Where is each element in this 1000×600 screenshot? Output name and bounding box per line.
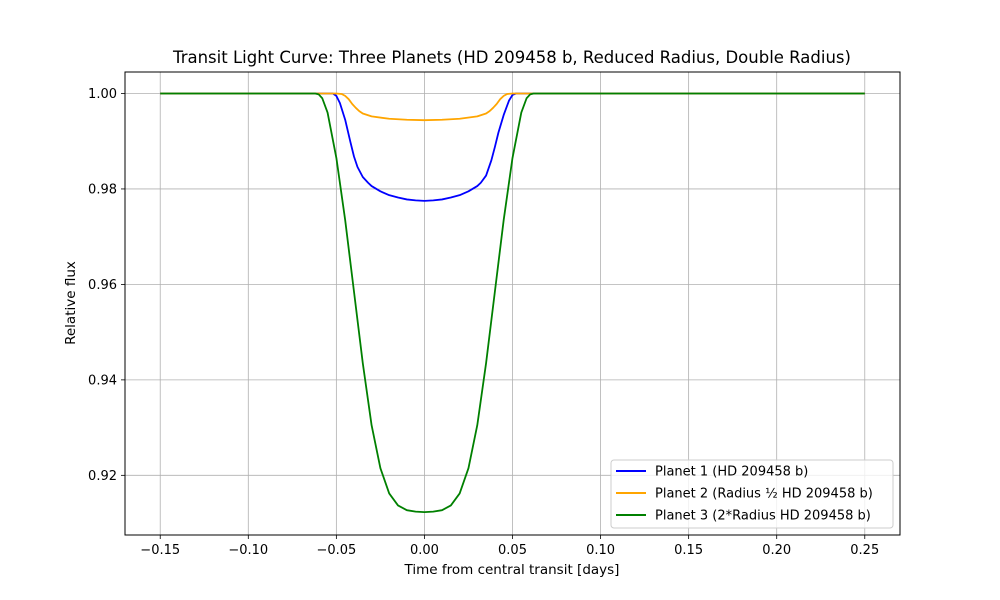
y-tick-label: 0.98 bbox=[88, 182, 117, 197]
legend-label: Planet 2 (Radius ½ HD 209458 b) bbox=[655, 487, 873, 502]
x-tick-label: 0.15 bbox=[674, 543, 703, 558]
y-tick-label: 0.96 bbox=[88, 278, 117, 293]
chart-title: Transit Light Curve: Three Planets (HD 2… bbox=[172, 48, 851, 67]
x-tick-label: −0.10 bbox=[228, 543, 268, 558]
y-axis-ticks: 0.92 0.94 0.96 0.98 1.00 bbox=[88, 87, 125, 484]
legend-label: Planet 1 (HD 209458 b) bbox=[655, 465, 808, 480]
x-tick-label: 0.25 bbox=[850, 543, 879, 558]
series-line-planet-3 bbox=[160, 92, 865, 513]
legend-frame bbox=[610, 459, 894, 529]
y-tick-label: 0.92 bbox=[88, 469, 117, 484]
legend-label: Planet 3 (2*Radius HD 209458 b) bbox=[655, 509, 871, 524]
legend: Planet 1 (HD 209458 b) Planet 2 (Radius ½… bbox=[610, 459, 894, 529]
x-tick-label: 0.05 bbox=[498, 543, 527, 558]
series-line-planet-1 bbox=[160, 92, 865, 202]
x-tick-label: 0.20 bbox=[762, 543, 791, 558]
x-tick-label: 0.10 bbox=[586, 543, 615, 558]
y-tick-label: 0.94 bbox=[88, 373, 117, 388]
y-axis-label: Relative flux bbox=[63, 261, 79, 345]
x-axis-label: Time from central transit [days] bbox=[404, 562, 620, 578]
series-line-planet-2 bbox=[160, 92, 865, 122]
series-lines bbox=[160, 92, 865, 513]
x-tick-label: −0.15 bbox=[140, 543, 180, 558]
x-tick-label: −0.05 bbox=[316, 543, 356, 558]
x-axis-ticks: −0.15 −0.10 −0.05 0.00 0.05 0.10 0.15 0.20 0.25 bbox=[140, 535, 879, 558]
y-tick-label: 1.00 bbox=[88, 87, 117, 102]
x-tick-label: 0.00 bbox=[410, 543, 439, 558]
